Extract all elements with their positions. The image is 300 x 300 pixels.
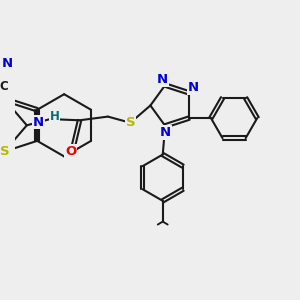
Text: N: N <box>160 126 171 139</box>
Text: S: S <box>0 145 9 158</box>
Text: C: C <box>0 80 8 93</box>
Text: H: H <box>50 110 60 123</box>
Text: N: N <box>157 73 168 86</box>
Text: O: O <box>65 145 76 158</box>
Text: N: N <box>1 57 12 70</box>
Text: S: S <box>125 116 135 129</box>
Text: N: N <box>33 116 44 129</box>
Text: N: N <box>187 81 198 94</box>
